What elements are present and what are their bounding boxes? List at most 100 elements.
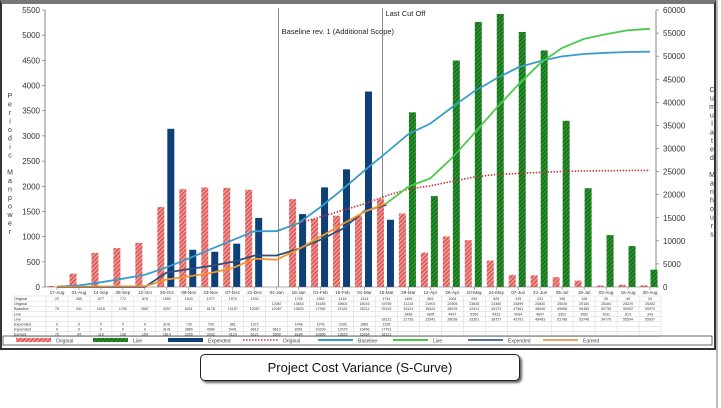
legend-swatch [16, 338, 51, 342]
table-cell: 24360 [491, 302, 501, 306]
bar-original [530, 275, 538, 287]
table-cell: 1930 [251, 297, 259, 301]
x-tick-label: 31-Aug [72, 290, 87, 295]
axis-title-letter: d [710, 155, 714, 162]
axis-title-letter: m [709, 104, 715, 111]
bar-live [562, 120, 570, 287]
bar-original [333, 215, 341, 287]
bar-original [354, 215, 362, 287]
axis-title-letter: o [710, 206, 714, 213]
right-tick-label: 0 [663, 283, 668, 292]
table-cell: 0 [78, 328, 80, 332]
table-cell: 5909 [273, 333, 281, 337]
table-cell: 1805 [426, 312, 434, 316]
table-cell: 0 [100, 323, 102, 327]
table-cell: 772 [120, 297, 126, 301]
table-cell: 677 [98, 297, 104, 301]
bar-original [135, 242, 143, 287]
table-cell: 341 [76, 307, 82, 311]
legend-item: Earned [543, 339, 599, 345]
table-cell: 8178 [207, 307, 215, 311]
right-tick-label: 35000 [663, 121, 686, 130]
axis-title-letter: r [711, 223, 714, 230]
bar-live [650, 269, 658, 287]
table-cell: 21153 [338, 307, 348, 311]
bar-live [452, 60, 460, 288]
table-row-label: Live [14, 317, 21, 321]
table-cell: 54779 [601, 317, 611, 321]
table-cell: 12575 [338, 328, 348, 332]
table-cell: 1031 [602, 312, 610, 316]
table-cell: 4497 [448, 312, 456, 316]
bar-original [552, 277, 560, 287]
axis-title-letter: u [710, 113, 714, 120]
axis-title-letter: i [9, 119, 11, 126]
legend-swatch [168, 338, 203, 342]
bar-original [486, 260, 494, 287]
table-cell: 4697 [536, 312, 544, 316]
left-tick-label: 2500 [22, 157, 40, 166]
table-cell: 47561 [513, 307, 523, 311]
left-tick-label: 5500 [22, 6, 40, 15]
bar-original [201, 187, 209, 287]
table-cell: 5423 [492, 312, 500, 316]
bar-expended [255, 217, 263, 287]
right-tick-label: 5000 [663, 260, 681, 269]
bar-live [606, 235, 614, 287]
table-cell: 1744 [382, 297, 390, 301]
table-cell: 6121 [251, 333, 259, 337]
table-cell: 116 [98, 333, 104, 337]
x-tick-label: 29-Mar [401, 290, 416, 295]
table-cell: 813 [625, 312, 631, 316]
table-cell: 861 [230, 323, 236, 327]
table-cell: 739 [186, 323, 192, 327]
x-tick-label: 17-Aug [50, 290, 65, 295]
left-tick-label: 4000 [22, 82, 40, 91]
table-cell: 4257 [163, 307, 171, 311]
table-cell: 75 [55, 307, 59, 311]
table-cell: 13833 [294, 307, 304, 311]
x-tick-label: 30-Aug [643, 290, 658, 295]
table-cell: 154 [142, 333, 148, 337]
table-cell: 0 [100, 328, 102, 332]
axis-title-letter: w [6, 212, 13, 219]
axis-title-letter: u [710, 215, 714, 222]
x-tick-label: 02-Aug [599, 290, 614, 295]
bar-original [289, 199, 297, 287]
bar-original [398, 213, 406, 287]
table-cell: 28038 [447, 317, 457, 321]
table-cell: 0 [56, 323, 58, 327]
x-tick-label: 07-Dec [225, 290, 241, 295]
axis-title-letter: M [709, 172, 715, 179]
line-original-cumulative [276, 169, 651, 232]
axis-title-letter: a [710, 130, 714, 137]
axis-title-letter: i [9, 144, 11, 151]
axis-title-letter: u [710, 96, 714, 103]
table-cell: 138 [120, 333, 126, 337]
table-cell: 0 [122, 328, 124, 332]
axis-title-letter: e [710, 147, 714, 154]
table-cell: 55594 [623, 317, 633, 321]
right-tick-label: 50000 [663, 52, 686, 61]
table-cell: 25211 [360, 307, 370, 311]
bar-original [596, 285, 604, 287]
x-tick-label: 12-Apr [423, 290, 437, 295]
bar-original [113, 248, 121, 287]
bar-original [508, 274, 516, 287]
table-cell: 16456 [359, 328, 369, 332]
table-cell: 196 [559, 297, 565, 301]
table-cell: 10239 [316, 328, 326, 332]
table-cell: 231 [537, 297, 543, 301]
table-cell: 50739 [601, 307, 611, 311]
legend-item: Expended [168, 338, 231, 345]
x-tick-label: 23-Nov [203, 290, 219, 295]
table-cell: 43791 [513, 317, 523, 321]
x-tick-label: 07-Jun [511, 290, 525, 295]
line-earned-cumulative [56, 202, 387, 288]
table-cell: 6813 [273, 328, 281, 332]
x-tick-label: 15-Mar [379, 290, 394, 295]
table-cell: 22905 [447, 302, 457, 306]
table-cell: 29103 [381, 307, 391, 311]
table-cell: 15185 [316, 302, 326, 306]
legend-item: Original [16, 338, 73, 345]
